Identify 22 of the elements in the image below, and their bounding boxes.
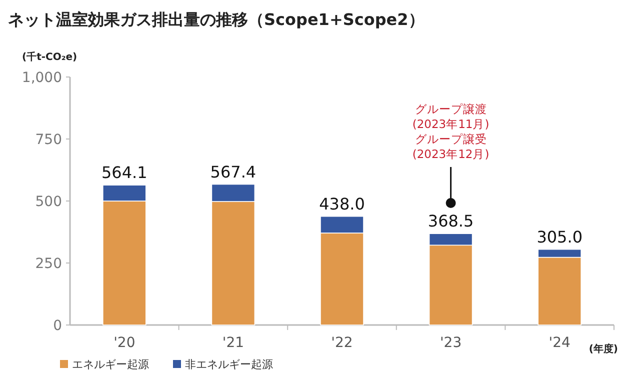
- y-tick-label: 1,000: [22, 70, 62, 86]
- x-tick-label: '24: [548, 335, 571, 351]
- annotation: グループ譲渡 (2023年11月) グループ譲受 (2023年12月): [412, 102, 490, 208]
- total-label: 368.5: [428, 212, 474, 231]
- y-tick-label: 750: [35, 132, 62, 148]
- legend-label: エネルギー起源: [72, 358, 149, 371]
- y-axis-title: (千t-CO₂e): [22, 51, 78, 63]
- total-label: 564.1: [101, 163, 148, 182]
- total-label: 305.0: [536, 227, 583, 246]
- x-axis-title: (年度): [588, 343, 618, 355]
- y-tick-label: 500: [35, 194, 62, 210]
- legend-label: 非エネルギー起源: [185, 358, 273, 371]
- y-tick-label: 0: [53, 318, 62, 334]
- x-tick-label: '21: [222, 335, 244, 351]
- total-label: 438.0: [319, 194, 365, 214]
- y-tick-label: 250: [35, 256, 62, 272]
- chart-title: ネット温室効果ガス排出量の推移（Scope1+Scope2）: [8, 10, 424, 29]
- total-label: 567.4: [210, 162, 256, 182]
- annotation: グループ譲渡 (2023年11月) グループ譲受 (2023年12月): [412, 102, 490, 161]
- x-tick-label: '22: [331, 335, 353, 351]
- x-tick-label: '23: [440, 335, 462, 351]
- x-tick-label: '20: [114, 335, 136, 351]
